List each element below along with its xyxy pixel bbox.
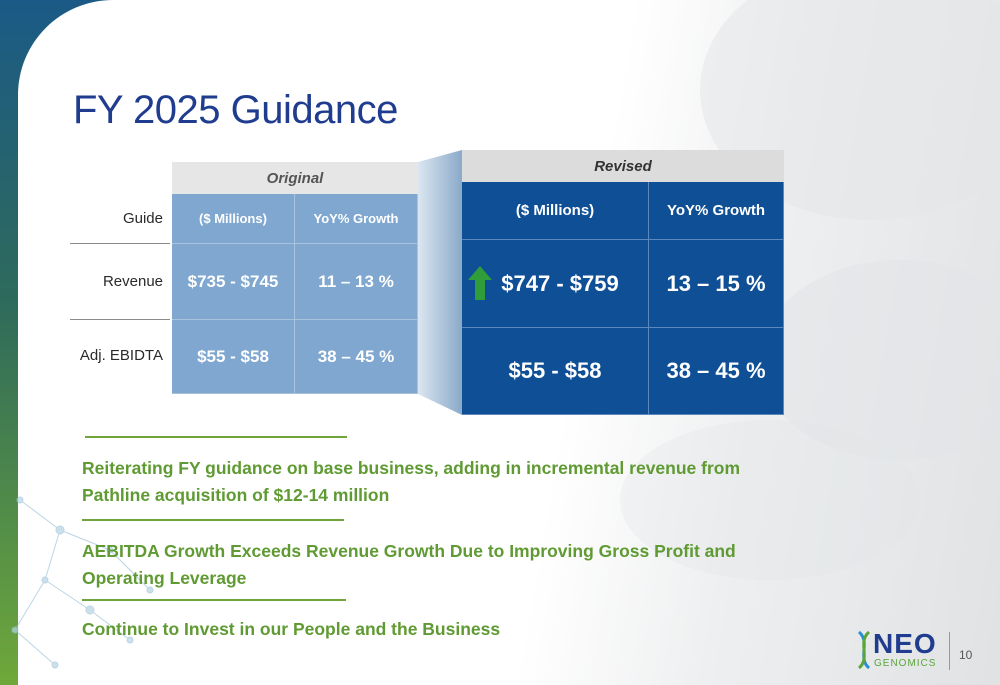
original-col-growth-header: YoY% Growth — [295, 194, 418, 244]
funnel-connector — [418, 150, 462, 415]
revised-table-header: Revised — [462, 150, 784, 182]
logo-divider — [949, 632, 950, 670]
revised-col-growth-header: YoY% Growth — [649, 182, 784, 240]
bullet-divider — [82, 519, 344, 521]
bullet-divider — [82, 599, 346, 601]
up-arrow-icon — [468, 266, 492, 300]
original-ebitda-growth: 38 – 45 % — [295, 320, 418, 394]
revenue-row-label: Revenue — [102, 273, 163, 290]
guide-row-label: Guide — [122, 210, 163, 227]
dna-helix-icon — [857, 630, 871, 670]
bullet-text: AEBITDA Growth Exceeds Revenue Growth Du… — [82, 541, 736, 588]
original-col-millions-header: ($ Millions) — [172, 194, 295, 244]
background-image-shape — [760, 260, 1000, 460]
logo-name: NEO — [873, 628, 937, 659]
background-image-shape — [620, 420, 920, 580]
neogenomics-logo: NEO GENOMICS — [855, 628, 950, 674]
revised-ebitda-growth: 38 – 45 % — [649, 328, 784, 415]
original-revenue-growth: 11 – 13 % — [295, 244, 418, 320]
original-ebitda-value: $55 - $58 — [172, 320, 295, 394]
bullet-text: Continue to Invest in our People and the… — [82, 619, 501, 639]
row-separator — [70, 319, 170, 320]
molecule-decoration — [11, 496, 154, 669]
revised-revenue-cell: $747 - $759 — [462, 240, 649, 328]
logo-subtitle: GENOMICS — [874, 658, 937, 669]
bullet-text: Reiterating FY guidance on base business… — [82, 458, 741, 505]
revised-revenue-growth: 13 – 15 % — [649, 240, 784, 328]
row-separator — [70, 243, 170, 244]
revised-revenue-value: $747 - $759 — [501, 270, 619, 296]
revised-col-millions-header: ($ Millions) — [462, 182, 649, 240]
ebitda-row-label: Adj. EBIDTA — [79, 347, 163, 364]
original-revenue-value: $735 - $745 — [172, 244, 295, 320]
slide-title: FY 2025 Guidance — [73, 88, 398, 132]
page-number: 10 — [959, 648, 973, 662]
revised-ebitda-value: $55 - $58 — [462, 328, 649, 415]
bullet-divider — [85, 436, 347, 438]
original-table-header: Original — [172, 162, 418, 194]
